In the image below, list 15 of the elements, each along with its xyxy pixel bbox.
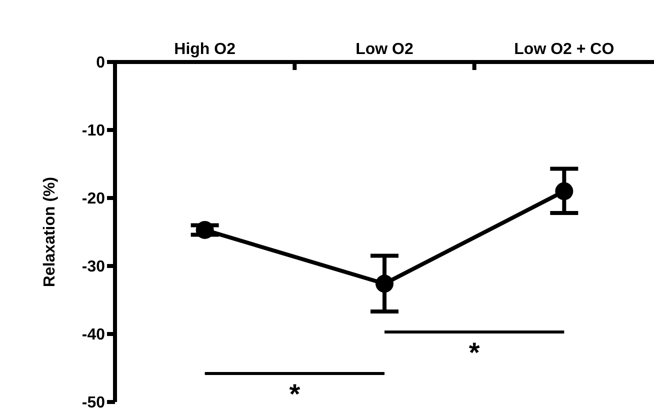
x-tick-label: High O2: [174, 41, 236, 58]
point: [555, 182, 574, 200]
y-tick-label: -40: [82, 326, 106, 344]
annotation: *: [289, 378, 300, 410]
point: [196, 220, 214, 239]
y-tick-label: -50: [82, 394, 106, 412]
y-tick-label: 0: [96, 54, 106, 72]
y-tick-label: -30: [82, 258, 106, 276]
point: [376, 274, 394, 293]
y-axis-title: Relaxation (%): [42, 176, 59, 288]
x-tick-label: Low O2 + CO: [514, 41, 614, 58]
annotation: *: [468, 336, 480, 368]
x-tick-label: Low O2: [356, 41, 414, 58]
y-tick-label: -20: [82, 190, 106, 208]
y-tick-label: -10: [82, 122, 106, 140]
